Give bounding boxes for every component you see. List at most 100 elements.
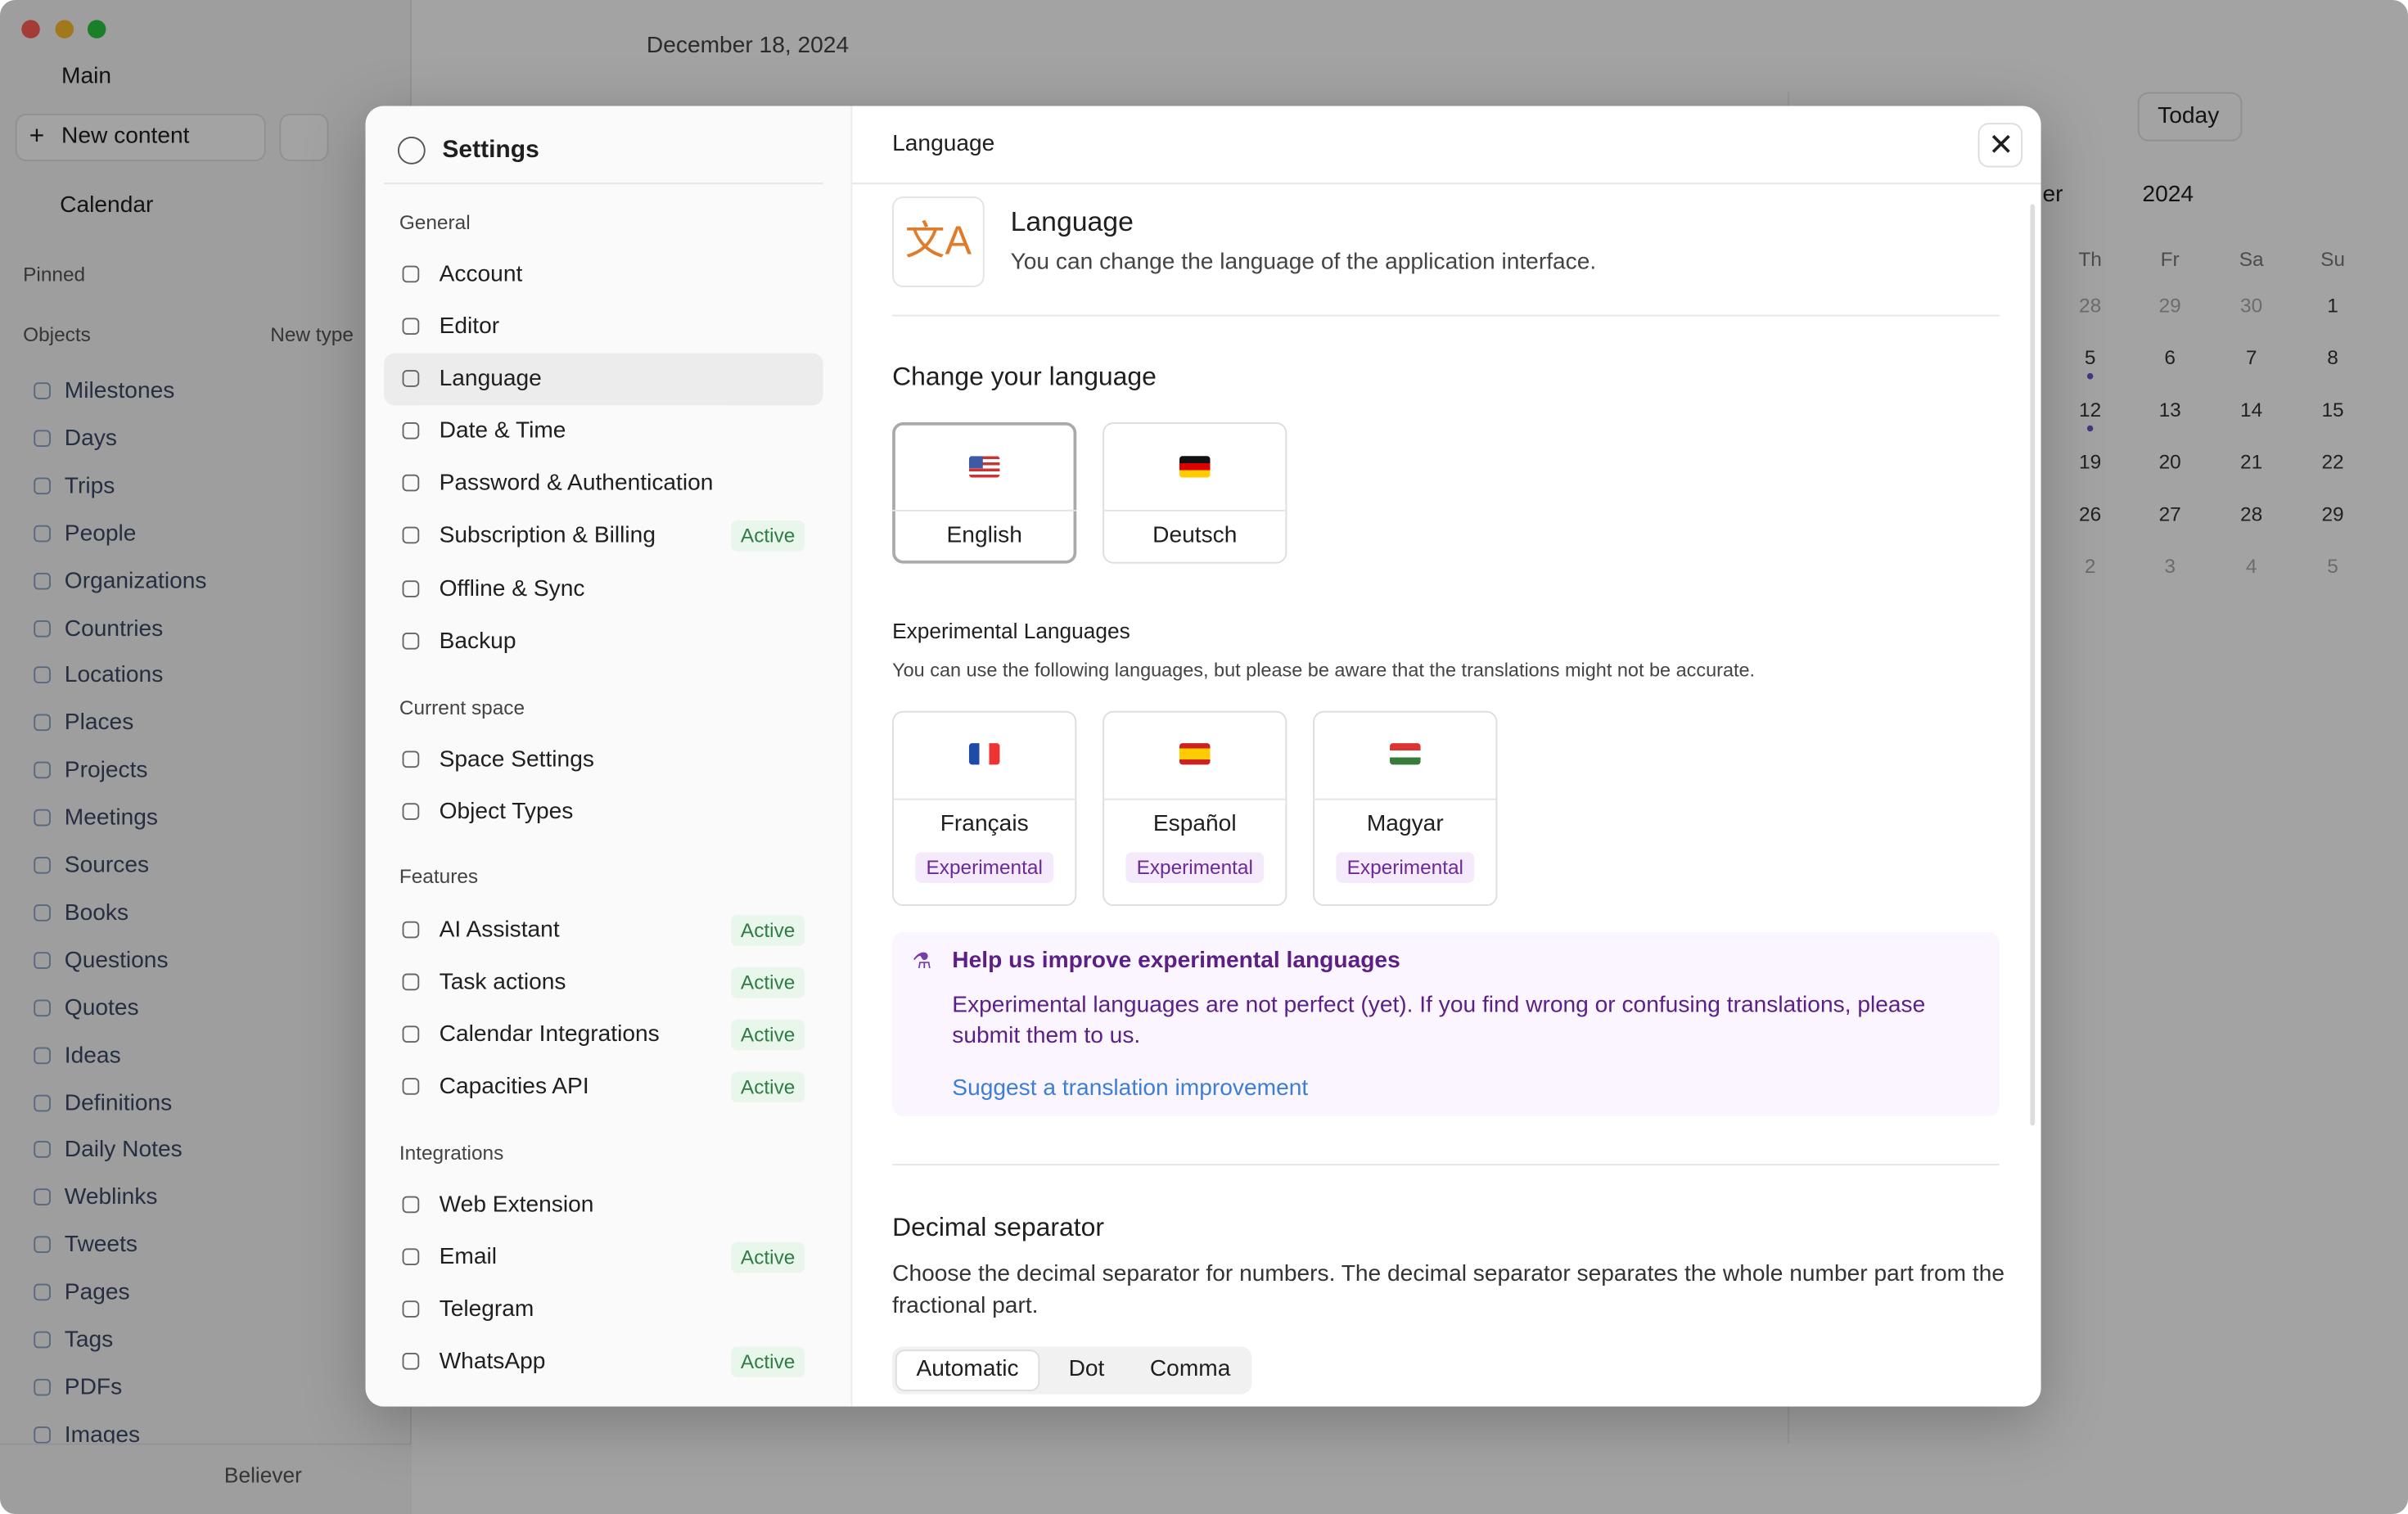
new-type-link[interactable]: New type: [270, 322, 354, 346]
object-type-link[interactable]: Places: [64, 710, 134, 737]
language-name[interactable]: Français: [940, 810, 1029, 837]
new-content-button[interactable]: [15, 113, 266, 162]
language-name[interactable]: Magyar: [1366, 810, 1444, 837]
object-type-link[interactable]: Sources: [64, 852, 150, 879]
search-button[interactable]: [279, 113, 329, 162]
calendar-day[interactable]: 27: [2158, 502, 2181, 526]
object-type-link[interactable]: Daily Notes: [64, 1137, 183, 1164]
calendar-day[interactable]: 3: [2164, 554, 2176, 578]
calendar-day[interactable]: 1: [2327, 293, 2338, 317]
calendar-day[interactable]: 26: [2079, 502, 2102, 526]
object-icon: [34, 1283, 51, 1301]
nav-item[interactable]: Object Types: [439, 798, 574, 825]
language-name[interactable]: Español: [1152, 810, 1237, 837]
nav-item[interactable]: Email: [439, 1243, 498, 1270]
language-card[interactable]: [1103, 710, 1287, 907]
calendar-day[interactable]: 2: [2084, 554, 2096, 578]
nav-item[interactable]: Date & Time: [439, 417, 566, 444]
window-control[interactable]: [87, 20, 106, 38]
close-button[interactable]: [1977, 123, 2023, 168]
object-type-link[interactable]: People: [64, 520, 137, 547]
notice-box: [892, 931, 2000, 1117]
calendar-day[interactable]: 6: [2164, 345, 2176, 369]
nav-item[interactable]: Web Extension: [439, 1191, 594, 1218]
object-type-link[interactable]: Tags: [64, 1327, 114, 1354]
object-type-link[interactable]: Organizations: [64, 567, 207, 594]
language-card[interactable]: [892, 710, 1077, 907]
language-card[interactable]: [1313, 710, 1498, 907]
nav-item[interactable]: Subscription & Billing: [439, 521, 656, 548]
calendar-day[interactable]: 5: [2084, 345, 2096, 369]
calendar-day[interactable]: 4: [2245, 554, 2257, 578]
nav-item[interactable]: Task actions: [439, 968, 566, 995]
calendar-day[interactable]: 13: [2158, 398, 2181, 421]
object-type-link[interactable]: Quotes: [64, 994, 139, 1021]
nav-item[interactable]: Backup: [439, 628, 516, 655]
calendar-day[interactable]: 14: [2240, 398, 2263, 421]
nav-item[interactable]: Offline & Sync: [439, 575, 585, 602]
nav-icon: [402, 921, 420, 939]
calendar-day[interactable]: 5: [2327, 554, 2338, 578]
object-type-link[interactable]: Locations: [64, 662, 164, 689]
today-label[interactable]: Today: [2158, 102, 2220, 129]
calendar-day[interactable]: 29: [2158, 293, 2181, 317]
year-label[interactable]: 2024: [2142, 181, 2194, 208]
segment-option[interactable]: Dot: [1068, 1355, 1105, 1382]
language-card[interactable]: [1103, 421, 1287, 564]
calendar-day[interactable]: 22: [2321, 450, 2344, 474]
calendar-link[interactable]: Calendar: [60, 192, 154, 219]
new-content-label[interactable]: New content: [61, 123, 190, 149]
object-type-link[interactable]: Milestones: [64, 377, 175, 404]
nav-item[interactable]: Language: [439, 365, 542, 392]
nav-item[interactable]: Capacities API: [439, 1073, 589, 1100]
calendar-day[interactable]: 21: [2240, 450, 2263, 474]
calendar-day[interactable]: 8: [2327, 345, 2338, 369]
object-type-link[interactable]: Questions: [64, 947, 169, 974]
month-label[interactable]: er: [2042, 181, 2063, 208]
flag: [968, 456, 1000, 478]
object-type-link[interactable]: Countries: [64, 615, 164, 642]
language-card[interactable]: [892, 421, 1077, 564]
language-name[interactable]: Deutsch: [1152, 521, 1238, 548]
object-type-link[interactable]: Projects: [64, 757, 148, 784]
notice-link[interactable]: Suggest a translation improvement: [952, 1075, 1309, 1102]
calendar-day[interactable]: 19: [2079, 450, 2102, 474]
calendar-day[interactable]: 28: [2079, 293, 2102, 317]
object-type-link[interactable]: PDFs: [64, 1374, 123, 1400]
divider: [892, 314, 2000, 317]
calendar-day[interactable]: 7: [2245, 345, 2257, 369]
today-button[interactable]: [2137, 92, 2243, 142]
calendar-day[interactable]: 15: [2321, 398, 2344, 421]
space-name[interactable]: Main: [61, 62, 112, 89]
user-plan[interactable]: Believer: [223, 1462, 302, 1488]
calendar-day[interactable]: 20: [2158, 450, 2181, 474]
object-type-link[interactable]: Pages: [64, 1279, 130, 1306]
window-control[interactable]: [21, 20, 40, 38]
window-control[interactable]: [55, 20, 74, 38]
object-type-link[interactable]: Meetings: [64, 804, 159, 831]
object-type-link[interactable]: Images: [64, 1422, 141, 1448]
nav-item[interactable]: Password & Authentication: [439, 470, 714, 497]
calendar-day[interactable]: 29: [2321, 502, 2344, 526]
calendar-day[interactable]: 30: [2240, 293, 2263, 317]
segment-option[interactable]: Comma: [1149, 1355, 1231, 1382]
object-type-link[interactable]: Books: [64, 899, 129, 926]
nav-item[interactable]: Account: [439, 260, 523, 287]
language-name[interactable]: English: [946, 521, 1022, 548]
object-type-link[interactable]: Ideas: [64, 1042, 121, 1069]
nav-item[interactable]: WhatsApp: [439, 1348, 546, 1375]
object-type-link[interactable]: Definitions: [64, 1089, 173, 1116]
notice-icon: ⚗: [912, 948, 932, 973]
nav-item[interactable]: AI Assistant: [439, 917, 560, 944]
object-type-link[interactable]: Days: [64, 425, 117, 452]
nav-item[interactable]: Editor: [439, 313, 500, 340]
calendar-day[interactable]: 12: [2079, 398, 2102, 421]
nav-item[interactable]: Space Settings: [439, 746, 594, 773]
object-type-link[interactable]: Tweets: [64, 1232, 138, 1259]
object-type-link[interactable]: Weblinks: [64, 1184, 158, 1211]
nav-item[interactable]: Telegram: [439, 1295, 534, 1322]
segment-option[interactable]: Automatic: [916, 1355, 1019, 1382]
nav-item[interactable]: Calendar Integrations: [439, 1021, 660, 1048]
object-type-link[interactable]: Trips: [64, 472, 115, 499]
calendar-day[interactable]: 28: [2240, 502, 2263, 526]
